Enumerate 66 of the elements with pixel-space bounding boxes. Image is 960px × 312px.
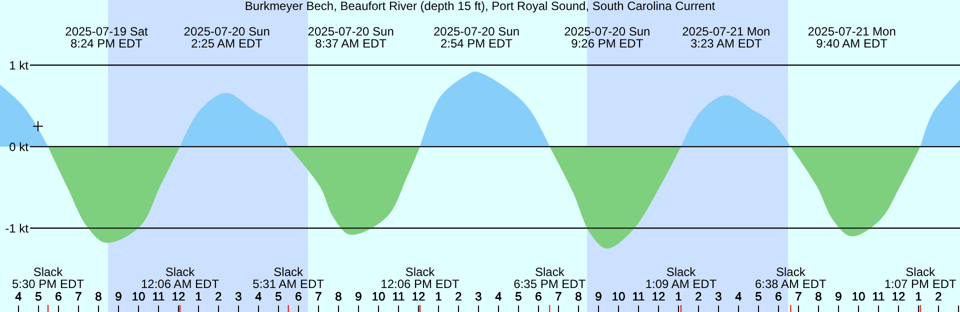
x-tick-label: 4 [495, 290, 502, 304]
x-tick-label: 7 [795, 290, 802, 304]
x-tick-label: 6 [775, 290, 782, 304]
x-tick-label: 9 [355, 290, 362, 304]
x-tick-label: 8 [95, 290, 102, 304]
annotation: Slack 6:35 PM EDT [514, 265, 586, 291]
x2-tick-label: 2025-07-20 Sun 2:54 PM EDT [433, 24, 520, 50]
x-tick-label: 1 [435, 290, 442, 304]
x-tick-label: 7 [315, 290, 322, 304]
x-tick-label: 11 [872, 290, 886, 304]
annotation: Slack 5:31 AM EDT [252, 265, 325, 291]
x-tick-label: 9 [595, 290, 602, 304]
x-tick-label: 5 [515, 290, 522, 304]
x-tick-label: 12 [652, 290, 666, 304]
annotation: Slack 5:30 PM EDT [12, 265, 85, 291]
x-tick-label: 9 [115, 290, 122, 304]
annotation: Slack 12:06 AM EDT [140, 265, 220, 291]
x-tick-label: 11 [632, 290, 646, 304]
x-tick-label: 1 [675, 290, 682, 304]
x-tick-label: 3 [235, 290, 242, 304]
annotation: Slack 1:09 AM EDT [645, 265, 718, 291]
x-tick-label: 2 [215, 290, 222, 304]
y-tick-label: -1 kt [5, 222, 30, 236]
x2-tick-label: 2025-07-21 Mon 9:40 AM EDT [808, 24, 896, 50]
x-tick-label: 6 [535, 290, 542, 304]
x-tick-label: 12 [172, 290, 186, 304]
x-tick-label: 8 [335, 290, 342, 304]
x-tick-label: 2 [935, 290, 942, 304]
x-tick-label: 7 [75, 290, 82, 304]
x-tick-label: 1 [195, 290, 202, 304]
x-tick-label: 8 [575, 290, 582, 304]
x-tick-label: 9 [835, 290, 842, 304]
x2-tick-label: 2025-07-19 Sat 8:24 PM EDT [65, 24, 149, 50]
x-tick-label: 5 [275, 290, 282, 304]
x-tick-label: 12 [412, 290, 426, 304]
x-tick-label: 11 [152, 290, 166, 304]
annotation: Slack 12:06 PM EDT [380, 265, 460, 291]
x-tick-label: 5 [755, 290, 762, 304]
x2-tick-label: 2025-07-20 Sun 9:26 PM EDT [564, 24, 650, 50]
x-tick-label: 1 [915, 290, 922, 304]
x-tick-label: 3 [715, 290, 722, 304]
x-tick-label: 8 [815, 290, 822, 304]
x-tick-label: 6 [55, 290, 62, 304]
x-tick-label: 4 [255, 290, 262, 304]
x2-tick-label: 2025-07-20 Sun 8:37 AM EDT [308, 24, 394, 50]
x2-tick-label: 2025-07-20 Sun 2:25 AM EDT [184, 24, 270, 50]
y-tick-label: 1 kt [9, 58, 30, 73]
x-tick-label: 5 [35, 290, 42, 304]
x-tick-label: 4 [735, 290, 742, 304]
x-tick-label: 2 [695, 290, 702, 304]
x-tick-label: 6 [295, 290, 302, 304]
x-tick-label: 4 [15, 290, 22, 304]
x-tick-label: 10 [852, 290, 866, 304]
x-tick-label: 12 [892, 290, 906, 304]
x-tick-label: 7 [555, 290, 562, 304]
annotation: Slack 1:07 PM EDT [884, 265, 958, 291]
x-tick-label: 10 [372, 290, 386, 304]
annotation: Slack 6:38 AM EDT [754, 265, 828, 291]
x-tick-label: 10 [132, 290, 146, 304]
x-tick-label: 11 [392, 290, 406, 304]
chart-title: Burkmeyer Bech, Beaufort River (depth 15 ft), Port Royal Sound, South Carolina Current [244, 0, 716, 13]
x-tick-label: 10 [612, 290, 626, 304]
y-tick-label: 0 kt [9, 140, 30, 154]
x2-tick-label: 2025-07-21 Mon 3:23 AM EDT [682, 24, 770, 50]
x-tick-label: 2 [455, 290, 462, 304]
x-tick-label: 3 [475, 290, 482, 304]
